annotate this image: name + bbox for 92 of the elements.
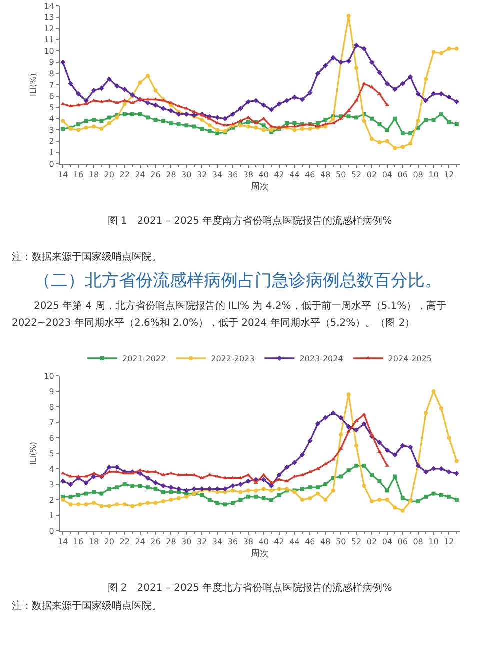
x-tick-label: 46 <box>305 538 316 547</box>
y-tick-label: 8 <box>49 70 54 79</box>
x-tick-label: 34 <box>212 538 223 547</box>
y-tick-label: 7 <box>49 80 54 90</box>
x-tick-label: 06 <box>398 538 408 547</box>
x-tick-label: 32 <box>196 170 208 180</box>
caption: 图 2 2021 – 2025 年度北方省份哨点医院报告的流感样病例% <box>106 582 394 595</box>
x-tick-label: 10 <box>428 170 439 180</box>
x-axis-title: 周次 <box>251 548 269 560</box>
x-tick-label: 36 <box>228 538 238 547</box>
x-tick-label: 20 <box>104 170 115 180</box>
x-tick-label: 12 <box>444 538 454 547</box>
x-tick-label: 08 <box>413 538 424 547</box>
y-tick-label: 6 <box>49 92 54 102</box>
x-tick-label: 30 <box>182 170 192 180</box>
x-tick-label: 38 <box>243 170 254 180</box>
x-tick-label: 08 <box>413 170 424 180</box>
text: 注：数据来源于国家级哨点医院。 <box>12 250 163 264</box>
x-tick-label: 12 <box>444 170 454 180</box>
chart-subtitle: 2025 年第 4 周，北方省份哨点医院报告的 ILI% 为 4.2%，低于前一周水平（5.1%），高于 2022~2023 年同期水平（2.6%和 2.0%），低于 2024 年同期水平（5.2%）。（图 2） <box>12 300 448 331</box>
x-tick-label: 20 <box>104 538 115 547</box>
x-tick-label: 16 <box>73 170 84 180</box>
x-tick-label: 50 <box>336 538 346 547</box>
y-tick-label: 10 <box>44 46 54 56</box>
x-tick-label: 04 <box>382 170 393 180</box>
legend-label: 2021-2022 <box>122 354 166 364</box>
x-tick-label: 10 <box>428 538 439 547</box>
caption: 图 1 2021 – 2025 年度南方省份哨点医院报告的流感样病例% <box>106 214 394 228</box>
x-tick-label: 40 <box>258 170 269 180</box>
x-tick-label: 52 <box>351 170 362 180</box>
x-tick-label: 48 <box>320 170 331 180</box>
y-tick-label: 1 <box>49 511 54 520</box>
x-tick-label: 24 <box>135 538 146 547</box>
x-tick-label: 06 <box>398 170 408 180</box>
text: 注：数据来源于国家级哨点医院。 <box>12 600 163 613</box>
legend-label: 2023-2024 <box>300 354 344 364</box>
x-axis-title: 周次 <box>251 181 269 192</box>
y-tick-label: 0 <box>49 160 54 169</box>
y-tick-label: 8 <box>49 402 54 412</box>
x-tick-label: 46 <box>305 170 316 180</box>
y-tick-label: 7 <box>49 418 54 428</box>
y-tick-label: 0 <box>49 526 54 536</box>
x-tick-label: 04 <box>382 538 393 547</box>
y-tick-label: 3 <box>49 126 54 135</box>
y-tick-label: 3 <box>49 480 54 490</box>
x-tick-label: 26 <box>150 538 161 547</box>
x-tick-label: 22 <box>120 538 130 547</box>
y-tick-label: 4 <box>49 464 54 474</box>
x-tick-label: 18 <box>88 538 100 547</box>
x-tick-label: 28 <box>166 170 176 180</box>
y-tick-label: 13 <box>44 13 54 22</box>
x-tick-label: 02 <box>366 538 378 547</box>
x-tick-label: 02 <box>366 170 378 180</box>
x-tick-label: 50 <box>336 170 346 180</box>
x-tick-label: 14 <box>58 170 68 180</box>
x-tick-label: 48 <box>320 538 331 547</box>
x-tick-label: 44 <box>290 170 300 180</box>
y-tick-label: 5 <box>49 449 54 458</box>
x-tick-label: 32 <box>196 538 208 547</box>
x-tick-label: 24 <box>135 170 146 180</box>
chart-title: （二）北方省份流感样病例占门急诊病例总数百分比。 <box>34 270 443 292</box>
y-tick-label: 9 <box>49 387 54 396</box>
x-tick-label: 30 <box>182 538 192 547</box>
y-tick-label: 11 <box>44 36 54 45</box>
legend-label: 2024-2025 <box>388 354 432 364</box>
y-tick-label: 6 <box>49 434 54 443</box>
x-tick-label: 14 <box>58 538 68 547</box>
x-tick-label: 18 <box>88 170 100 180</box>
y-tick-label: 2 <box>49 496 54 505</box>
y-axis-title: ILI(%) <box>28 73 38 97</box>
x-tick-label: 28 <box>166 538 176 547</box>
y-tick-label: 10 <box>44 372 54 381</box>
x-tick-label: 16 <box>73 538 84 547</box>
x-tick-label: 34 <box>212 170 223 180</box>
x-tick-label: 42 <box>274 170 284 180</box>
legend-label: 2022-2023 <box>211 354 255 364</box>
x-tick-label: 42 <box>274 538 284 547</box>
y-tick-label: 12 <box>44 24 54 34</box>
x-tick-label: 52 <box>351 538 362 547</box>
y-tick-label: 1 <box>49 148 54 158</box>
y-tick-label: 2 <box>49 137 54 146</box>
x-tick-label: 26 <box>150 170 161 180</box>
x-tick-label: 38 <box>243 538 254 547</box>
y-tick-label: 4 <box>49 114 54 124</box>
x-tick-label: 44 <box>290 538 300 547</box>
x-tick-label: 40 <box>258 538 269 547</box>
y-tick-label: 5 <box>49 103 54 112</box>
x-tick-label: 36 <box>228 170 238 180</box>
y-tick-label: 14 <box>44 2 54 11</box>
y-axis-title: ILI(%) <box>28 442 38 466</box>
x-tick-label: 22 <box>120 170 130 180</box>
y-tick-label: 9 <box>49 58 54 68</box>
